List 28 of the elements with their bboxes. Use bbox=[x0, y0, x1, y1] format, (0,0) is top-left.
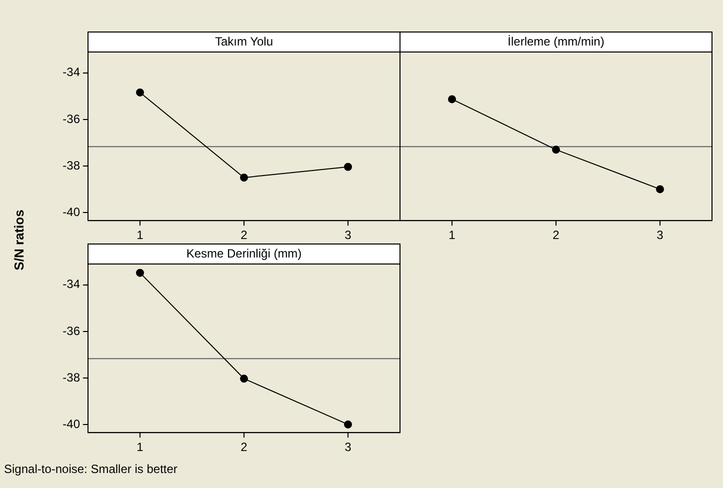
point bbox=[240, 174, 248, 182]
x-tick-label: 1 bbox=[448, 228, 456, 242]
chart-title: Takım Yolu bbox=[214, 34, 274, 48]
x-tick-label: 2 bbox=[240, 440, 248, 454]
x-tick-label: 1 bbox=[136, 228, 144, 242]
text: Signal-to-noise: Smaller is better bbox=[4, 462, 178, 476]
y-axis-title: S/N ratios bbox=[12, 210, 26, 270]
x-tick-label: 1 bbox=[136, 440, 144, 454]
point bbox=[136, 268, 144, 277]
x-tick-label: 2 bbox=[240, 228, 248, 242]
y-tick-label: -36 bbox=[62, 112, 80, 126]
point bbox=[344, 420, 352, 428]
y-tick-label: -34 bbox=[62, 65, 80, 80]
y-tick-label: -38 bbox=[62, 370, 80, 384]
point bbox=[136, 88, 144, 96]
x-tick-label: 3 bbox=[344, 440, 352, 454]
chart-title: Kesme Derinliği (mm) bbox=[186, 246, 302, 260]
y-tick-label: -40 bbox=[62, 204, 80, 219]
x-tick-label: 3 bbox=[344, 228, 352, 242]
point bbox=[344, 162, 352, 171]
chart-title: İlerleme (mm/min) bbox=[508, 34, 604, 48]
y-tick-label: -40 bbox=[62, 416, 80, 431]
x-tick-label: 3 bbox=[656, 228, 664, 242]
x-tick-label: 2 bbox=[552, 228, 560, 242]
y-tick-label: -38 bbox=[62, 158, 80, 172]
y-tick-label: -34 bbox=[62, 277, 80, 292]
point bbox=[240, 374, 248, 383]
y-tick-label: -36 bbox=[62, 324, 80, 338]
